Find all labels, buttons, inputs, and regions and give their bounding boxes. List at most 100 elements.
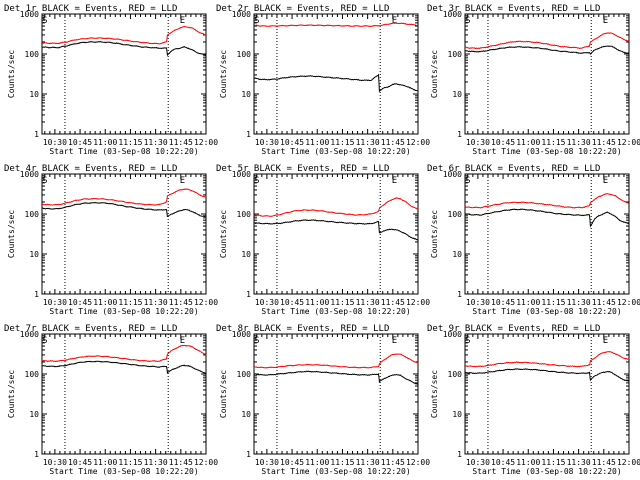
panel-det-5: Det 5r BLACK = Events, RED = LLD 1 10 100 10…: [216, 164, 430, 316]
x-tick-label: 11:15: [330, 138, 354, 147]
x-tick-label: 11:00: [516, 138, 540, 147]
x-tick-label: 12:00: [617, 298, 640, 307]
y-tick-label: 1000: [20, 170, 39, 179]
x-tick-label: 10:45: [68, 458, 92, 467]
y-axis-title: Counts/sec: [430, 210, 439, 258]
x-tick-label: 10:30: [43, 458, 67, 467]
plot-frame: [464, 333, 630, 455]
panel-det-3: Det 3r BLACK = Events, RED = LLD 1 10 100 10…: [427, 4, 640, 156]
y-tick-label: 100: [448, 50, 463, 59]
series-line-events: [41, 201, 207, 218]
panel-det-4: Det 4r BLACK = Events, RED = LLD 1 10 100 10…: [4, 164, 218, 316]
plot-frame: [41, 333, 207, 455]
y-tick-label: 100: [448, 210, 463, 219]
x-tick-label: 10:45: [491, 298, 515, 307]
y-tick-label: 10: [29, 410, 39, 419]
x-tick-label: 11:15: [541, 298, 565, 307]
x-tick-label: 12:00: [194, 298, 218, 307]
series-line-lld: [465, 351, 630, 368]
y-tick-label: 1000: [443, 170, 462, 179]
x-tick-label: 10:45: [280, 458, 304, 467]
x-tick-label: 10:45: [68, 298, 92, 307]
plot-frame: [253, 13, 419, 135]
panel-det-1: Det 1r BLACK = Events, RED = LLD 1 10 100 10…: [4, 4, 218, 156]
series-line-events: [253, 219, 419, 241]
x-tick-label: 12:00: [617, 138, 640, 147]
end-marker: E: [392, 176, 397, 186]
x-axis-title: Start Time (03-Sep-08 10:22:20): [261, 467, 410, 476]
x-tick-label: 12:00: [406, 298, 430, 307]
y-tick-label: 10: [241, 250, 251, 259]
panel-title: Det 7r BLACK = Events, RED = LLD: [4, 324, 177, 334]
series-line-events: [42, 40, 206, 57]
y-axis-title: Counts/sec: [7, 50, 16, 98]
x-tick-label: 12:00: [617, 458, 640, 467]
x-tick-label: 11:15: [118, 298, 142, 307]
panel-title: Det 8r BLACK = Events, RED = LLD: [216, 324, 389, 334]
plot-frame: [253, 173, 419, 295]
series-line-lld: [41, 188, 207, 206]
end-marker: E: [392, 336, 397, 346]
x-tick-label: 10:30: [255, 138, 279, 147]
y-axis-title: Counts/sec: [7, 210, 16, 258]
start-marker: S: [254, 16, 259, 26]
x-tick-label: 12:00: [406, 458, 430, 467]
series-line-lld: [464, 32, 629, 50]
x-tick-label: 12:00: [194, 138, 218, 147]
plot-frame: [464, 173, 630, 295]
end-marker: E: [180, 336, 185, 346]
y-tick-label: 1: [457, 450, 462, 459]
y-axis-title: Counts/sec: [430, 370, 439, 418]
series-line-lld: [41, 25, 207, 45]
x-tick-label: 11:45: [169, 298, 193, 307]
x-tick-label: 11:45: [592, 298, 616, 307]
y-tick-label: 1: [457, 290, 462, 299]
x-tick-label: 11:45: [381, 298, 405, 307]
y-tick-label: 1: [246, 130, 251, 139]
plot-frame: [41, 13, 207, 135]
x-axis-title: Start Time (03-Sep-08 10:22:20): [261, 307, 410, 316]
y-tick-label: 1000: [443, 330, 462, 339]
y-tick-label: 10: [452, 410, 462, 419]
x-axis-title: Start Time (03-Sep-08 10:22:20): [472, 147, 621, 156]
x-tick-label: 10:30: [466, 298, 490, 307]
x-tick-label: 11:30: [567, 138, 591, 147]
start-marker: S: [465, 336, 470, 346]
y-axis-title: Counts/sec: [219, 50, 228, 98]
start-marker: S: [254, 336, 259, 346]
end-marker: E: [603, 176, 608, 186]
series-line-events: [253, 73, 419, 93]
series-line-lld: [253, 353, 419, 369]
y-axis-title: Counts/sec: [430, 50, 439, 98]
start-marker: S: [254, 176, 259, 186]
x-tick-label: 11:45: [592, 458, 616, 467]
series-line-lld: [464, 192, 630, 209]
panel-title: Det 4r BLACK = Events, RED = LLD: [4, 164, 177, 174]
start-marker: S: [42, 176, 47, 186]
x-tick-label: 11:00: [93, 298, 117, 307]
y-axis-title: Counts/sec: [219, 370, 228, 418]
x-tick-label: 11:30: [356, 458, 380, 467]
x-tick-label: 11:00: [516, 458, 540, 467]
x-tick-label: 10:45: [280, 138, 304, 147]
start-marker: S: [465, 16, 470, 26]
x-axis-title: Start Time (03-Sep-08 10:22:20): [472, 307, 621, 316]
end-marker: E: [603, 16, 608, 26]
y-tick-label: 1000: [232, 330, 251, 339]
x-tick-label: 10:30: [466, 138, 490, 147]
x-tick-label: 11:00: [93, 458, 117, 467]
y-tick-label: 10: [452, 90, 462, 99]
x-tick-label: 11:15: [541, 458, 565, 467]
x-axis-title: Start Time (03-Sep-08 10:22:20): [472, 467, 621, 476]
x-tick-label: 12:00: [194, 458, 218, 467]
y-tick-label: 1: [34, 290, 39, 299]
y-tick-label: 100: [237, 210, 252, 219]
x-tick-label: 11:30: [356, 298, 380, 307]
x-tick-label: 11:00: [516, 298, 540, 307]
plot-frame: [253, 333, 419, 455]
y-axis-title: Counts/sec: [219, 210, 228, 258]
y-tick-label: 100: [25, 210, 40, 219]
x-tick-label: 10:45: [68, 138, 92, 147]
x-axis-title: Start Time (03-Sep-08 10:22:20): [49, 467, 198, 476]
